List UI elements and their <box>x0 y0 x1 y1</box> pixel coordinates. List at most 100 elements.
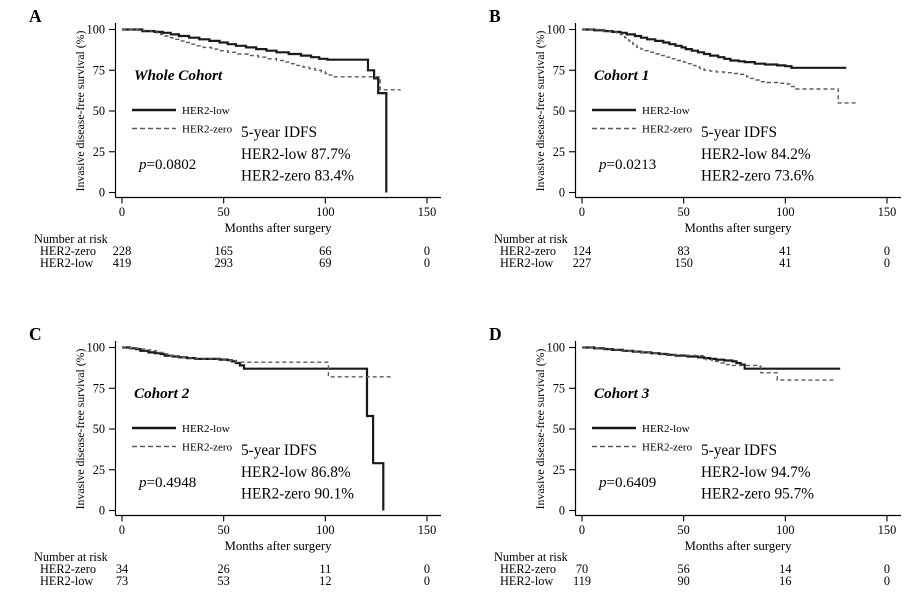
risk-table-header: Number at risk <box>494 550 569 564</box>
y-axis-title: Invasive disease-free survival (%) <box>73 31 87 192</box>
y-tick-label: 25 <box>93 145 105 159</box>
risk-value: 0 <box>884 256 890 270</box>
risk-row-label: HER2-low <box>500 256 553 270</box>
cohort-title: Cohort 1 <box>594 67 649 84</box>
annotation-line: 5-year IDFS <box>241 124 317 141</box>
annotation-line: HER2-zero 90.1% <box>241 486 354 503</box>
p-value-symbol: p <box>598 475 607 491</box>
panel-letter: D <box>489 324 502 344</box>
risk-row-label: HER2-zero <box>500 562 556 576</box>
risk-value: 70 <box>576 562 588 576</box>
panel-d-group: D Invasive disease-free survival (%)100 75… <box>489 324 901 588</box>
x-tick-label: 150 <box>418 205 436 219</box>
legend-label-her2-low: HER2-low <box>642 423 690 435</box>
p-value-symbol: p <box>598 157 607 173</box>
legend-label-her2-zero: HER2-zero <box>642 442 693 454</box>
risk-value: 53 <box>218 574 230 588</box>
risk-value: 11 <box>319 562 331 576</box>
y-tick-label: 100 <box>547 23 565 37</box>
annotation-line: HER2-zero 95.7% <box>701 486 814 503</box>
y-tick-label: 75 <box>553 381 565 395</box>
curve-her2-low <box>122 28 388 193</box>
p-value-number: =0.4948 <box>147 475 197 491</box>
annotation-line: HER2-low 87.7% <box>241 146 351 163</box>
y-axis-title: Invasive disease-free survival (%) <box>533 349 547 510</box>
risk-value: 90 <box>678 574 690 588</box>
cohort-title: Whole Cohort <box>134 67 223 84</box>
x-axis-title: Months after surgery <box>684 539 792 553</box>
risk-value: 124 <box>573 244 591 258</box>
legend-label-her2-low: HER2-low <box>182 105 230 117</box>
annotation-line: 5-year IDFS <box>701 442 777 459</box>
curve-her2-zero <box>122 28 401 91</box>
risk-value: 56 <box>678 562 690 576</box>
p-value: p=0.6409 <box>598 475 656 491</box>
x-tick-label: 0 <box>119 205 125 219</box>
risk-value: 16 <box>779 574 791 588</box>
risk-value: 83 <box>678 244 690 258</box>
x-axis-title: Months after surgery <box>684 221 792 235</box>
x-tick-label: 150 <box>878 523 896 537</box>
risk-table-header: Number at risk <box>34 232 109 246</box>
y-tick-label: 25 <box>93 463 105 477</box>
y-tick-label: 25 <box>553 145 565 159</box>
x-tick-label: 0 <box>579 523 585 537</box>
risk-row-label: HER2-low <box>40 574 93 588</box>
cohort-title: Cohort 2 <box>134 385 190 402</box>
risk-value: 41 <box>779 244 791 258</box>
x-tick-label: 0 <box>579 205 585 219</box>
x-tick-label: 50 <box>678 523 690 537</box>
risk-value: 227 <box>573 256 591 270</box>
legend-label-her2-low: HER2-low <box>182 423 230 435</box>
y-axis-title: Invasive disease-free survival (%) <box>533 31 547 192</box>
risk-row-label: HER2-low <box>500 574 553 588</box>
p-value-number: =0.6409 <box>607 475 657 491</box>
panel-letter: B <box>489 6 501 26</box>
risk-value: 26 <box>218 562 230 576</box>
x-tick-label: 50 <box>218 205 230 219</box>
risk-value: 34 <box>116 562 128 576</box>
risk-value: 0 <box>424 256 430 270</box>
p-value-symbol: p <box>138 157 147 173</box>
risk-value: 12 <box>319 574 331 588</box>
x-tick-label: 100 <box>776 205 794 219</box>
y-tick-label: 0 <box>559 504 565 518</box>
y-tick-label: 50 <box>93 104 105 118</box>
y-axis-title: Invasive disease-free survival (%) <box>73 349 87 510</box>
legend-label-her2-low: HER2-low <box>642 105 690 117</box>
x-tick-label: 150 <box>878 205 896 219</box>
risk-value: 0 <box>424 562 430 576</box>
risk-table-header: Number at risk <box>34 550 109 564</box>
curve-her2-low <box>582 346 841 370</box>
x-tick-label: 0 <box>119 523 125 537</box>
legend-label-her2-zero: HER2-zero <box>642 124 693 136</box>
annotation-line: HER2-low 86.8% <box>241 464 351 481</box>
annotation-line: HER2-low 84.2% <box>701 146 811 163</box>
y-tick-label: 0 <box>99 186 105 200</box>
y-tick-label: 100 <box>547 341 565 355</box>
y-tick-label: 50 <box>553 104 565 118</box>
y-tick-label: 25 <box>553 463 565 477</box>
risk-value: 293 <box>214 256 232 270</box>
x-tick-label: 100 <box>316 523 334 537</box>
risk-value: 165 <box>214 244 232 258</box>
annotation-line: HER2-zero 73.6% <box>701 168 814 185</box>
y-tick-label: 0 <box>559 186 565 200</box>
risk-value: 69 <box>319 256 331 270</box>
x-axis-title: Months after surgery <box>224 221 332 235</box>
annotation-line: 5-year IDFS <box>241 442 317 459</box>
p-value: p=0.0802 <box>138 157 196 173</box>
risk-value: 0 <box>424 244 430 258</box>
cohort-title: Cohort 3 <box>594 385 650 402</box>
p-value-symbol: p <box>138 475 147 491</box>
p-value: p=0.0213 <box>598 157 656 173</box>
risk-row-label: HER2-zero <box>40 244 96 258</box>
legend-label-her2-zero: HER2-zero <box>182 124 233 136</box>
y-tick-label: 0 <box>99 504 105 518</box>
